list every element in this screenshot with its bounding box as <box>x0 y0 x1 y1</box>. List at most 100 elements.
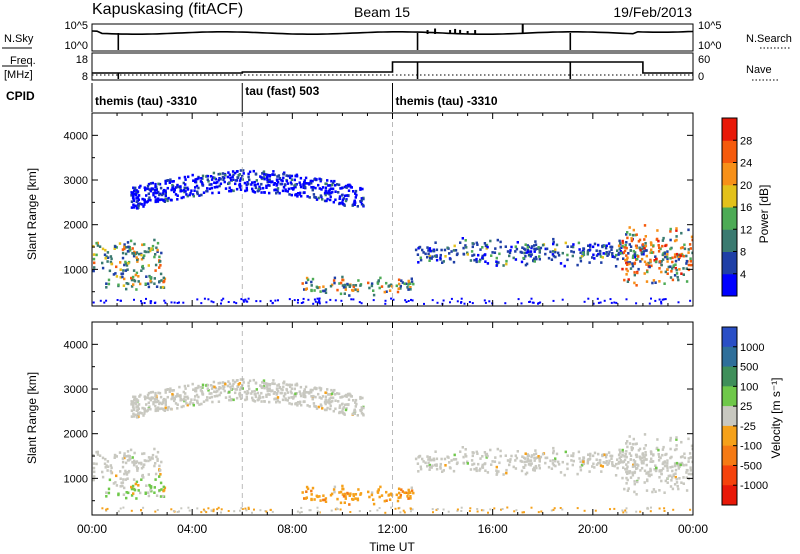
range-gate-cell <box>144 188 147 192</box>
range-gate-cell <box>265 176 269 179</box>
range-gate-cell <box>370 493 374 497</box>
range-gate-cell <box>633 460 637 463</box>
range-gate-cell <box>526 248 530 252</box>
range-gate-cell <box>333 276 337 280</box>
range-gate-cell <box>254 395 258 399</box>
range-gate-cell <box>504 245 507 248</box>
range-gate-cell <box>109 260 113 264</box>
range-gate-cell <box>657 239 660 243</box>
range-gate-cell <box>292 186 295 190</box>
range-gate-cell <box>136 399 140 402</box>
near-range-cell <box>625 298 628 301</box>
range-gate-cell <box>159 495 163 498</box>
range-gate-cell <box>305 281 308 284</box>
near-range-cell <box>663 510 666 512</box>
range-gate-cell <box>286 399 289 402</box>
noise-left-tick-top: 10^5 <box>64 20 88 32</box>
range-gate-cell <box>397 278 401 282</box>
range-gate-cell <box>95 450 98 454</box>
range-gate-cell <box>352 190 355 193</box>
range-gate-cell <box>410 486 413 490</box>
range-gate-cell <box>522 465 525 469</box>
range-gate-cell <box>286 182 290 185</box>
range-gate-cell <box>635 284 638 287</box>
range-gate-cell <box>677 462 680 466</box>
range-gate-cell <box>661 244 664 248</box>
range-gate-cell <box>215 185 218 189</box>
range-gate-cell <box>333 388 336 392</box>
range-gate-cell <box>658 280 661 283</box>
range-gate-cell <box>625 467 629 470</box>
range-gate-cell <box>410 280 414 283</box>
range-gate-cell <box>113 456 116 459</box>
range-gate-cell <box>409 491 412 494</box>
range-gate-cell <box>309 179 312 183</box>
range-gate-cell <box>453 453 456 457</box>
range-gate-cell <box>272 379 275 382</box>
range-gate-cell <box>658 489 661 492</box>
range-gate-cell <box>618 456 621 459</box>
range-gate-cell <box>671 465 674 469</box>
range-gate-cell <box>328 397 331 401</box>
range-gate-cell <box>650 473 653 477</box>
range-gate-cell <box>464 239 467 242</box>
range-gate-cell <box>622 251 626 254</box>
range-gate-cell <box>309 388 312 392</box>
range-gate-cell <box>673 448 677 452</box>
range-gate-cell <box>658 455 661 459</box>
range-gate-cell <box>300 194 303 198</box>
range-gate-cell <box>332 279 336 282</box>
range-gate-cell <box>348 294 351 297</box>
range-gate-cell <box>633 253 636 256</box>
range-gate-cell <box>121 481 125 484</box>
range-gate-cell <box>627 252 630 255</box>
range-gate-cell <box>687 437 690 441</box>
range-gate-cell <box>644 451 647 454</box>
range-gate-cell <box>571 245 575 249</box>
range-gate-cell <box>626 280 630 283</box>
range-gate-cell <box>285 179 289 183</box>
range-gate-cell <box>410 277 413 281</box>
range-gate-cell <box>397 287 400 290</box>
range-gate-cell <box>625 233 628 236</box>
range-gate-cell <box>161 494 165 498</box>
y-tick-label: 1000 <box>64 473 88 485</box>
range-gate-cell <box>675 227 678 230</box>
range-gate-cell <box>296 401 300 404</box>
range-gate-cell <box>140 269 143 272</box>
range-gate-cell <box>591 256 594 259</box>
range-gate-cell <box>131 484 135 488</box>
range-gate-cell <box>213 385 216 389</box>
range-gate-cell <box>625 463 628 466</box>
range-gate-cell <box>136 190 140 193</box>
range-gate-cell <box>218 393 221 397</box>
range-gate-cell <box>607 462 610 465</box>
range-gate-cell <box>124 269 128 272</box>
near-range-cell <box>530 506 533 509</box>
range-gate-cell <box>134 402 138 406</box>
range-gate-cell <box>155 397 158 400</box>
near-range-cell <box>149 300 152 303</box>
range-gate-cell <box>324 395 328 399</box>
near-range-cell <box>487 511 489 514</box>
range-gate-cell <box>135 256 138 259</box>
range-gate-cell <box>130 487 134 491</box>
x-tick-label: 16:00 <box>478 522 508 536</box>
range-gate-cell <box>260 391 263 395</box>
range-gate-cell <box>674 472 677 475</box>
range-gate-cell <box>265 186 268 189</box>
near-range-cell <box>435 508 438 511</box>
range-gate-cell <box>626 261 629 264</box>
near-range-cell <box>255 300 258 303</box>
range-gate-cell <box>681 462 684 466</box>
range-gate-cell <box>640 257 644 261</box>
range-gate-cell <box>625 267 628 271</box>
near-range-cell <box>372 299 375 302</box>
range-gate-cell <box>591 245 595 249</box>
near-range-cell <box>212 510 215 513</box>
range-gate-cell <box>519 250 522 254</box>
range-gate-cell <box>593 451 597 455</box>
range-gate-cell <box>298 390 301 393</box>
range-gate-cell <box>685 489 689 492</box>
range-gate-cell <box>683 247 687 251</box>
